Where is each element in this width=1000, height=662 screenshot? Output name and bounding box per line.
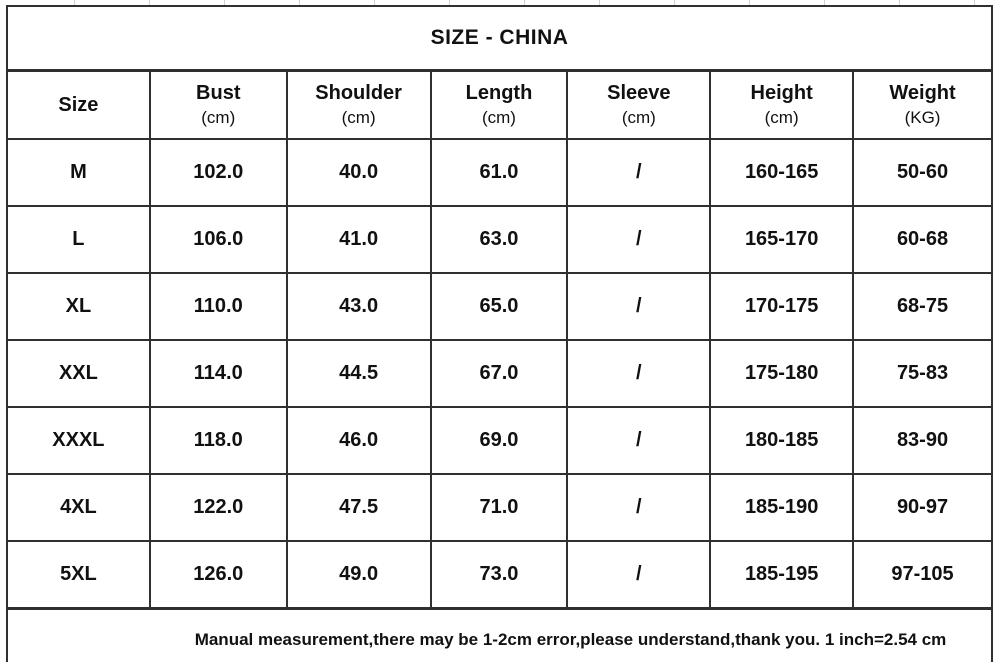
table-cell: /	[566, 205, 712, 274]
table-cell: 114.0	[148, 339, 288, 408]
table-cell: 61.0	[429, 138, 569, 207]
table-cell: 41.0	[285, 205, 432, 274]
table-cell: /	[566, 540, 712, 610]
row-label-cell: M	[6, 138, 151, 207]
column-unit: (KG)	[904, 108, 941, 128]
table-cell: 67.0	[429, 339, 569, 408]
table-row-xl: XL 110.0 43.0 65.0 / 170-175 68-75	[6, 272, 993, 341]
table-cell: 46.0	[285, 406, 432, 475]
column-label: Size	[58, 93, 99, 116]
table-cell: 110.0	[148, 272, 288, 341]
column-header-weight: Weight (KG)	[852, 69, 993, 140]
column-unit: (cm)	[481, 108, 516, 128]
column-header-height: Height (cm)	[709, 69, 855, 140]
header-row: Size Bust (cm) Shoulder (cm) Length (cm)…	[6, 69, 993, 140]
table-cell: 160-165	[709, 138, 855, 207]
column-unit: (cm)	[201, 108, 236, 128]
size-chart-table: SIZE - CHINA Size Bust (cm) Shoulder (cm…	[6, 5, 993, 662]
table-cell: 68-75	[852, 272, 993, 341]
table-cell: 63.0	[429, 205, 569, 274]
table-cell: 180-185	[709, 406, 855, 475]
table-cell: 83-90	[852, 406, 993, 475]
column-header-bust: Bust (cm)	[148, 69, 288, 140]
column-label: Shoulder	[315, 82, 402, 105]
table-cell: 106.0	[148, 205, 288, 274]
table-row-l: L 106.0 41.0 63.0 / 165-170 60-68	[6, 205, 993, 274]
table-cell: 185-190	[709, 473, 855, 542]
table-cell: 40.0	[285, 138, 432, 207]
table-cell: 69.0	[429, 406, 569, 475]
row-label-cell: XXXL	[6, 406, 151, 475]
table-cell: 75-83	[852, 339, 993, 408]
table-row-m: M 102.0 40.0 61.0 / 160-165 50-60	[6, 138, 993, 207]
spreadsheet-gridline-stubs-top	[0, 0, 1000, 5]
column-label: Length	[465, 82, 533, 105]
column-header-shoulder: Shoulder (cm)	[285, 69, 432, 140]
table-cell: 73.0	[429, 540, 569, 610]
table-cell: 97-105	[852, 540, 993, 610]
title-row: SIZE - CHINA	[6, 5, 993, 72]
column-header-length: Length (cm)	[429, 69, 569, 140]
row-label-cell: XL	[6, 272, 151, 341]
table-cell: 102.0	[148, 138, 288, 207]
column-unit: (cm)	[764, 108, 799, 128]
table-cell: 49.0	[285, 540, 432, 610]
table-cell: /	[566, 138, 712, 207]
row-label-cell: 5XL	[6, 540, 151, 610]
table-row-5xl: 5XL 126.0 49.0 73.0 / 185-195 97-105	[6, 540, 993, 610]
column-label: Bust	[196, 82, 241, 105]
row-label-cell: XXL	[6, 339, 151, 408]
table-cell: 126.0	[148, 540, 288, 610]
column-unit: (cm)	[341, 108, 376, 128]
table-cell: 118.0	[148, 406, 288, 475]
table-row-xxl: XXL 114.0 44.5 67.0 / 175-180 75-83	[6, 339, 993, 408]
row-label-cell: 4XL	[6, 473, 151, 542]
column-header-size: Size	[6, 69, 151, 140]
table-cell: /	[566, 406, 712, 475]
table-cell: 47.5	[285, 473, 432, 542]
table-cell: 50-60	[852, 138, 993, 207]
measurement-note: Manual measurement,there may be 1-2cm er…	[6, 607, 993, 662]
table-cell: 165-170	[709, 205, 855, 274]
row-label-cell: L	[6, 205, 151, 274]
column-label: Weight	[889, 82, 956, 105]
column-header-sleeve: Sleeve (cm)	[566, 69, 712, 140]
table-cell: 175-180	[709, 339, 855, 408]
table-cell: 90-97	[852, 473, 993, 542]
table-cell: 71.0	[429, 473, 569, 542]
table-cell: 170-175	[709, 272, 855, 341]
table-cell: 65.0	[429, 272, 569, 341]
table-cell: /	[566, 339, 712, 408]
table-row-xxxl: XXXL 118.0 46.0 69.0 / 180-185 83-90	[6, 406, 993, 475]
chart-title: SIZE - CHINA	[6, 5, 993, 72]
table-cell: 122.0	[148, 473, 288, 542]
table-cell: /	[566, 272, 712, 341]
table-cell: 43.0	[285, 272, 432, 341]
table-row-4xl: 4XL 122.0 47.5 71.0 / 185-190 90-97	[6, 473, 993, 542]
column-label: Sleeve	[607, 82, 671, 105]
column-unit: (cm)	[621, 108, 656, 128]
table-cell: 44.5	[285, 339, 432, 408]
footer-row: Manual measurement,there may be 1-2cm er…	[6, 607, 993, 662]
table-cell: 60-68	[852, 205, 993, 274]
table-cell: /	[566, 473, 712, 542]
table-cell: 185-195	[709, 540, 855, 610]
column-label: Height	[750, 82, 813, 105]
